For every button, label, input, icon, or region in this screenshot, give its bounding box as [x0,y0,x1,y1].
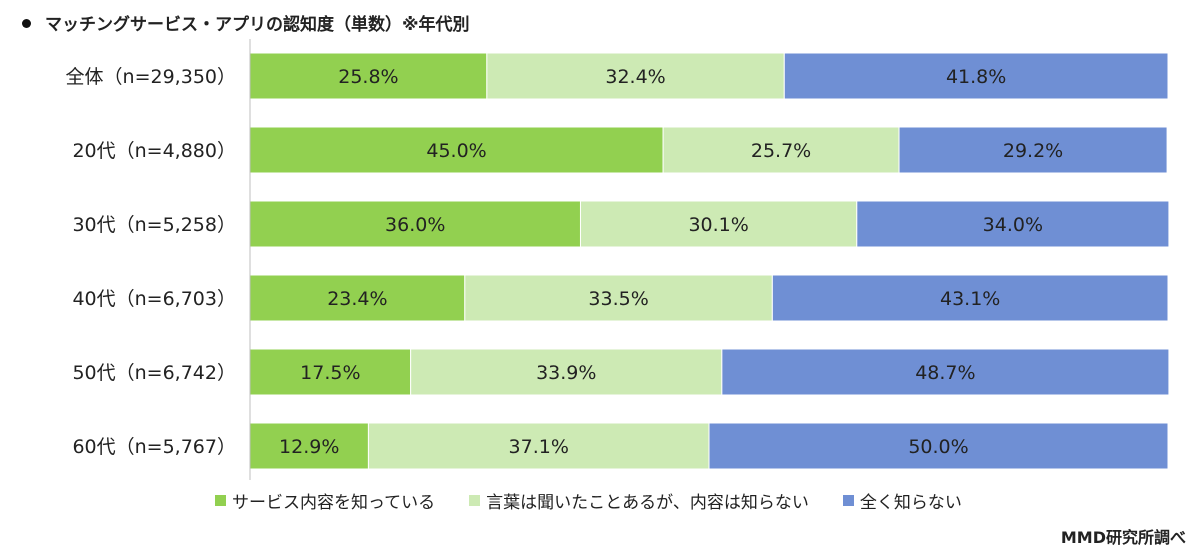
bar-segment [486,52,785,100]
category-label: 60代（n=5,767） [72,436,236,458]
bar-segment [708,422,1169,470]
data-label: 50.0% [908,436,968,458]
category-label: 50代（n=6,742） [72,362,236,384]
data-label: 34.0% [983,214,1043,236]
data-label: 45.0% [426,140,486,162]
data-label: 12.9% [279,436,339,458]
legend-label-unknown: 全く知らない [859,493,962,513]
legend-item-heard: 言葉は聞いたことあるが、内容は知らない [469,488,809,513]
bar-segment [249,274,466,322]
bar-segment [856,200,1170,248]
data-label: 25.8% [338,66,398,88]
chart-title-text: マッチングサービス・アプリの認知度（単数）※年代別 [45,15,470,35]
stacked-bar-chart: 全体（n=29,350） 25.8% 32.4% 41.8% 20代（n=4,880） 4… [66,39,1170,480]
bullet-icon [22,18,31,28]
legend: サービス内容を知っている 言葉は聞いたことあるが、内容は知らない 全く知らない [215,488,996,513]
bar-segment [579,200,858,248]
data-label: 37.1% [509,436,569,458]
data-label: 41.8% [946,66,1006,88]
bar-segment [898,126,1168,174]
bar-segment [249,348,412,396]
bar-segment [464,274,773,322]
data-label: 23.4% [327,288,387,310]
data-label: 25.7% [751,140,811,162]
bar-segment [367,422,710,470]
data-label: 48.7% [915,362,975,384]
data-label: 43.1% [940,288,1000,310]
legend-item-unknown: 全く知らない [842,488,962,513]
bar-segment [721,348,1170,396]
data-label: 30.1% [688,214,748,236]
bar-segment [783,52,1169,100]
source-credit: MMD研究所調べ [1060,528,1186,547]
data-label: 17.5% [300,362,360,384]
legend-label-known: サービス内容を知っている [232,493,436,513]
category-label: 20代（n=4,880） [72,140,236,162]
bar-segment [249,200,581,248]
legend-swatch-heard [469,495,481,506]
category-label: 30代（n=5,258） [72,214,236,236]
legend-item-known: サービス内容を知っている [215,488,435,513]
legend-label-heard: 言葉は聞いたことあるが、内容は知らない [486,493,809,513]
data-label: 33.9% [536,362,596,384]
data-label: 29.2% [1003,140,1063,162]
bar-segment [771,274,1169,322]
category-label: 40代（n=6,703） [72,288,236,310]
legend-swatch-known [215,495,226,506]
bar-segment [410,348,723,396]
data-label: 32.4% [605,66,665,88]
category-label: 全体（n=29,350） [66,66,236,88]
data-label: 36.0% [385,214,445,236]
chart-title: マッチングサービス・アプリの認知度（単数）※年代別 [22,10,470,35]
legend-swatch-unknown [842,495,854,506]
data-label: 33.5% [588,288,648,310]
